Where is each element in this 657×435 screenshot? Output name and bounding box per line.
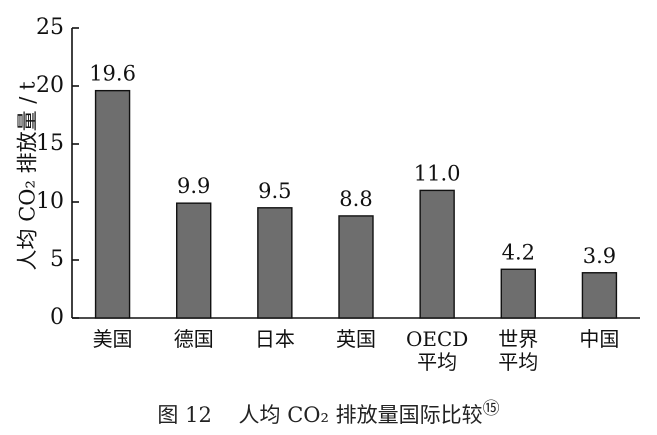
- y-tick-label: 0: [50, 305, 64, 330]
- y-tick-label: 5: [50, 247, 64, 272]
- x-category-label: 美国: [93, 327, 133, 351]
- figure-number: 图 12: [157, 403, 212, 427]
- bar-value-label: 8.8: [339, 187, 372, 211]
- bar-value-label: 9.5: [258, 179, 291, 203]
- y-tick-label: 25: [36, 15, 64, 40]
- figure-title: 人均 CO₂ 排放量国际比较: [238, 403, 483, 427]
- y-tick-label: 15: [36, 131, 64, 156]
- x-category-label: 平均: [498, 350, 538, 374]
- y-tick-label: 20: [36, 73, 64, 98]
- y-axis-title: 人均 CO₂ 排放量 / t: [16, 81, 40, 270]
- footnote-mark: ⑮: [482, 399, 500, 419]
- x-category-label: 世界: [498, 327, 538, 351]
- x-category-label: 平均: [417, 350, 457, 374]
- bar: [338, 215, 374, 319]
- bar: [419, 189, 455, 319]
- bar-chart: 人均 CO₂ 排放量 / t 0 5 10 15 20 25 19.6 美国 9.9 德国 9.5 日…: [16, 15, 640, 374]
- bar-value-label: 19.6: [89, 62, 136, 86]
- bar-value-label: 4.2: [502, 240, 535, 264]
- x-category-label: OECD: [406, 327, 468, 351]
- y-axis-title-group: 人均 CO₂ 排放量 / t: [16, 81, 40, 270]
- bar: [500, 268, 536, 319]
- figure-caption: 图 12 人均 CO₂ 排放量国际比较⑮: [0, 394, 657, 429]
- plot-area: 051015202519.6美国9.9德国9.5日本8.8英国11.0OECD平…: [36, 15, 640, 374]
- x-category-label: 德国: [174, 327, 214, 351]
- bar: [581, 272, 618, 319]
- x-category-label: 中国: [579, 327, 619, 351]
- y-tick-label: 10: [36, 189, 64, 214]
- bar: [94, 89, 131, 319]
- bar-value-label: 9.9: [177, 174, 210, 198]
- bar: [257, 207, 293, 319]
- x-category-label: 英国: [336, 327, 376, 351]
- bar: [176, 202, 212, 319]
- bar-value-label: 3.9: [583, 244, 616, 268]
- x-category-label: 日本: [255, 327, 295, 351]
- bar-value-label: 11.0: [414, 161, 461, 185]
